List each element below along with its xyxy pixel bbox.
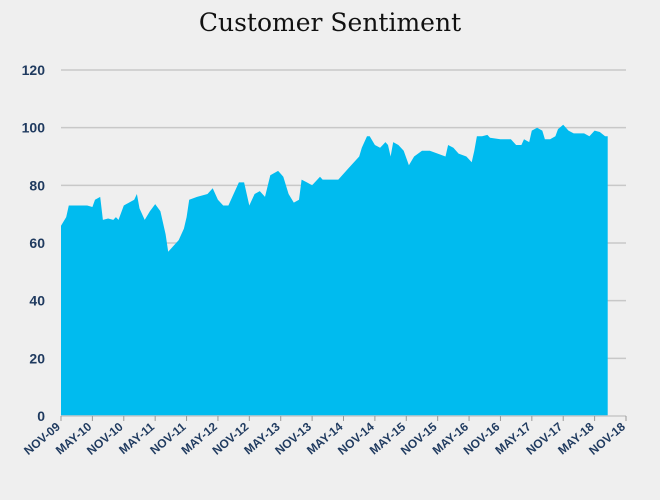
y-tick-label: 40	[29, 293, 45, 309]
y-tick-label: 0	[37, 408, 45, 424]
y-tick-label: 100	[22, 120, 46, 136]
chart-title: Customer Sentiment	[198, 8, 462, 37]
y-tick-label: 60	[29, 235, 45, 251]
y-tick-label: 120	[22, 62, 46, 78]
sentiment-area	[61, 124, 608, 417]
y-tick-label: 20	[29, 350, 45, 366]
x-tick-label: NOV-10	[84, 419, 126, 457]
y-tick-label: 80	[29, 177, 45, 193]
x-tick-label: NOV-18	[586, 419, 628, 457]
